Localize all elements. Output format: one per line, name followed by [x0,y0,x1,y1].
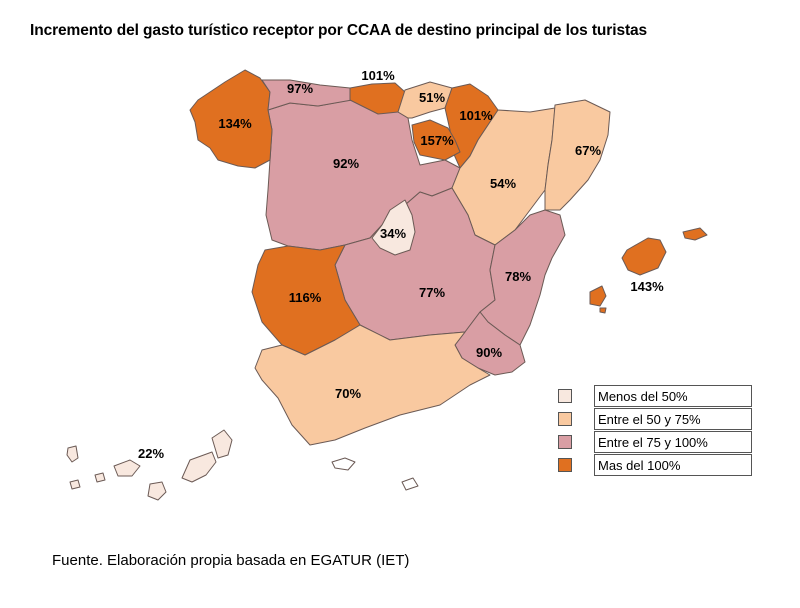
region-la-rioja[interactable] [411,119,461,161]
label-comunidad-valenciana: 78% [505,269,531,284]
label-baleares: 143% [630,279,664,294]
region-cataluna[interactable] [544,99,611,211]
region-canarias-el-hierro[interactable] [69,479,81,490]
region-galicia[interactable] [189,69,273,169]
label-galicia: 134% [218,116,252,131]
region-madrid[interactable] [371,199,416,256]
label-castilla-y-leon: 92% [333,156,359,171]
legend-label: Entre el 75 y 100% [594,431,752,453]
region-canarias-gran-canaria[interactable] [147,481,167,501]
label-cantabria: 101% [361,68,395,83]
region-baleares-formentera[interactable] [599,307,607,314]
label-madrid: 34% [380,226,406,241]
legend-swatch [558,458,572,472]
region-baleares-menorca[interactable] [682,227,708,241]
legend-item: Entre el 75 y 100% [558,431,758,454]
legend-swatch [558,389,572,403]
ceuta-outline [331,457,356,471]
region-canarias-tenerife[interactable] [113,459,141,477]
label-murcia: 90% [476,345,502,360]
source-note: Fuente. Elaboración propia basada en EGA… [52,552,410,569]
label-extremadura: 116% [289,290,322,305]
melilla-outline [401,477,419,491]
region-canarias-la-palma[interactable] [66,445,79,463]
label-la-rioja: 157% [420,133,454,148]
label-pais-vasco: 51% [419,90,445,105]
legend-item: Menos del 50% [558,385,758,408]
region-canarias-lanzarote[interactable] [211,429,233,459]
map-title: Incremento del gasto turístico receptor … [30,22,648,39]
legend-swatch [558,435,572,449]
label-cataluna: 67% [575,143,601,158]
region-asturias[interactable] [261,79,353,111]
map-legend: Menos del 50% Entre el 50 y 75% Entre el… [558,385,758,477]
legend-item: Mas del 100% [558,454,758,477]
label-asturias: 97% [287,81,313,96]
region-baleares-ibiza[interactable] [589,285,607,307]
region-pais-vasco[interactable] [397,81,453,119]
label-andalucia: 70% [335,386,361,401]
label-aragon: 54% [490,176,516,191]
region-canarias-fuerteventura[interactable] [181,451,217,483]
legend-swatch [558,412,572,426]
legend-item: Entre el 50 y 75% [558,408,758,431]
legend-label: Entre el 50 y 75% [594,408,752,430]
legend-label: Menos del 50% [594,385,752,407]
label-castilla-la-mancha: 77% [419,285,445,300]
label-navarra: 101% [459,108,493,123]
label-canarias: 22% [138,446,164,461]
legend-label: Mas del 100% [594,454,752,476]
region-andalucia[interactable] [254,324,491,446]
region-baleares-mallorca[interactable] [621,237,667,276]
region-canarias-la-gomera[interactable] [94,472,106,483]
